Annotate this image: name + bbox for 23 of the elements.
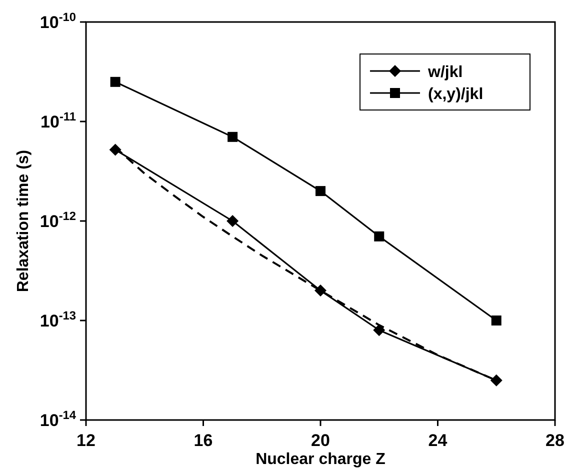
x-tick-label: 24 <box>428 431 448 450</box>
x-tick-label: 20 <box>311 431 330 450</box>
x-tick-label: 12 <box>76 431 96 450</box>
x-tick-label: 28 <box>546 431 564 450</box>
point <box>373 324 386 336</box>
x-axis-title: Nuclear charge Z <box>256 451 386 468</box>
y-tick-label: 10$^{-12}$ <box>40 209 76 231</box>
point <box>228 132 238 142</box>
point <box>316 186 326 196</box>
y-tick-label: 10$^{-13}$ <box>40 308 76 330</box>
point <box>374 231 384 242</box>
point <box>490 374 502 386</box>
x-tick-label: 16 <box>194 431 213 450</box>
point <box>491 316 502 326</box>
point <box>226 215 239 227</box>
y-axis-title: Relaxation time (s) <box>15 150 32 292</box>
legend-label: w/jkl <box>427 64 463 81</box>
y-tick-label: 10$^{-11}$ <box>40 110 76 132</box>
point <box>110 76 120 87</box>
legend-label: (x,y)/jkl <box>428 86 484 103</box>
y-tick-label: 10$^{-14}$ <box>40 408 76 430</box>
point <box>314 284 326 297</box>
y-tick-label: 10$^{-10}$ <box>40 10 76 32</box>
